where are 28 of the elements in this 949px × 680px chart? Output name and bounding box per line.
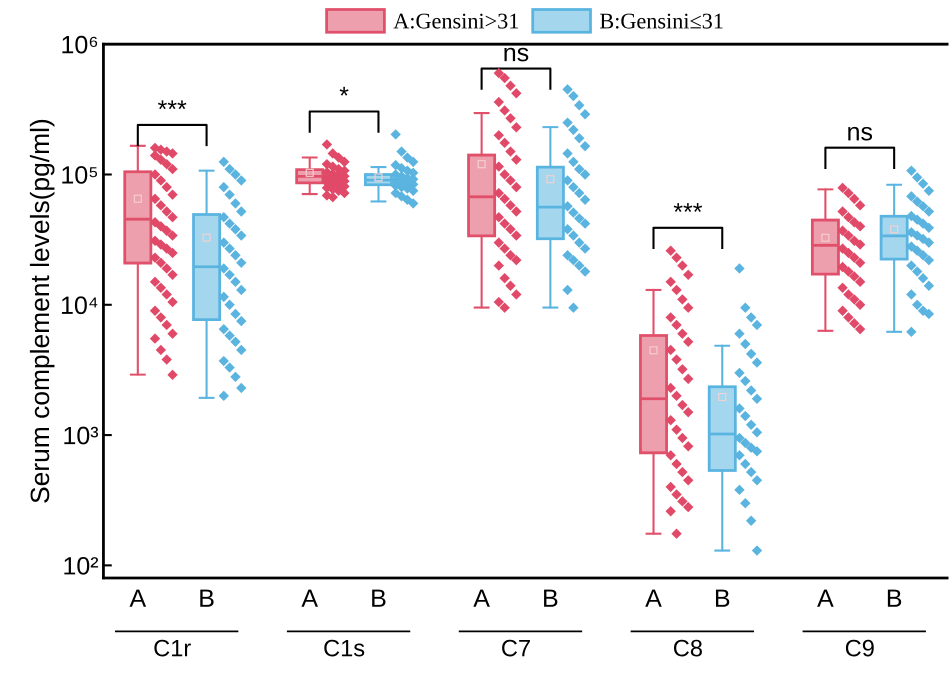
annotation: ns (504, 48, 528, 62)
y-tick-label: 10⁶ (62, 36, 98, 54)
legend-label: A:Gensini>31 (393, 14, 518, 29)
text: A (301, 590, 318, 607)
text: B (200, 590, 214, 607)
text: B (888, 590, 902, 607)
text: B (372, 590, 386, 607)
text: B (716, 590, 730, 607)
text: B (544, 590, 558, 607)
text: A (130, 590, 146, 607)
annotation: ns (848, 126, 872, 141)
x-tick-label: C1s (324, 640, 364, 656)
text: A (645, 590, 662, 607)
annotation: *** (158, 100, 186, 110)
x-tick-label: C7 (502, 640, 530, 656)
x-tick-label: C1r (154, 640, 191, 656)
x-tick-label: C9 (846, 640, 874, 656)
legend-label: B:Gensini≤31 (600, 14, 723, 29)
y-tick-label: 10⁴ (62, 296, 98, 314)
text: A (817, 590, 834, 607)
y-tick-label: 10⁵ (62, 166, 98, 184)
text: A (473, 590, 490, 607)
y-tick-label: 10² (64, 556, 98, 575)
y-tick-label: 10³ (64, 426, 98, 444)
annotation: * (340, 86, 349, 96)
y-axis-title: Serum complement levels(pg/ml) (30, 120, 54, 503)
x-tick-label: C8 (674, 640, 702, 656)
annotation: *** (674, 203, 702, 212)
